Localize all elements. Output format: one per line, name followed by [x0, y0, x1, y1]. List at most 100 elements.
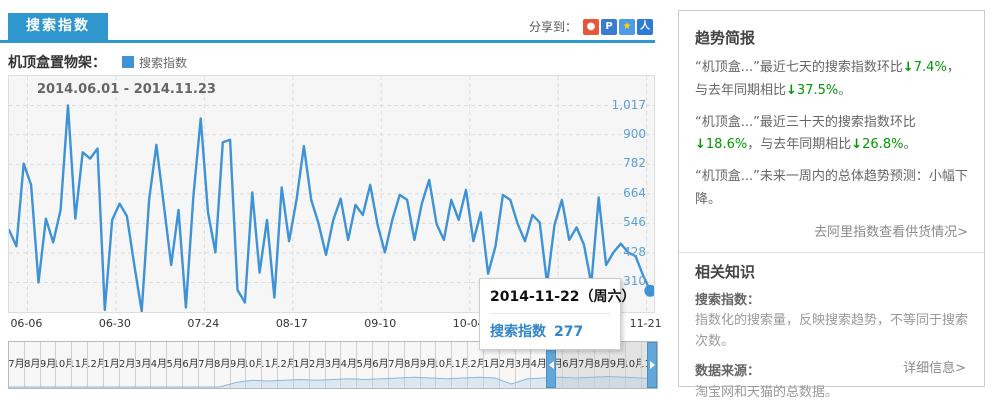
scrubber-right-handle[interactable]	[647, 342, 657, 388]
timeline-month-cell[interactable]: 3月	[326, 342, 342, 388]
search-index-panel: 搜索指数 分享到： ● P ★ 人 机顶盒置物架： 搜索指数 2014.06.01 -…	[0, 13, 662, 389]
timeline-month-cell[interactable]: 7月	[9, 342, 25, 388]
briefing-text: ，与去年同期相比	[747, 137, 852, 153]
timeline-month-cell[interactable]: 10月	[436, 342, 453, 388]
briefing-item-week: “机顶盒...”最近七天的搜索指数环比↓7.4%，与去年同期相比↓37.5%。	[695, 57, 968, 103]
knowledge-title: 相关知识	[695, 262, 756, 281]
timeline-month-cell[interactable]: 12月	[278, 342, 294, 388]
search-index-line	[9, 104, 652, 312]
date-range-label: 2014.06.01 - 2014.11.23	[37, 82, 216, 97]
timeline-month-cell[interactable]: 12月	[468, 342, 484, 388]
series-legend-label[interactable]: 搜索指数	[139, 55, 188, 70]
share-weibo-icon[interactable]: ●	[583, 18, 599, 35]
y-axis-label: 310	[623, 274, 646, 289]
ali-index-link[interactable]: 去阿里指数查看供货情况>	[814, 224, 968, 240]
timeline-month-cell[interactable]: 10月	[246, 342, 263, 388]
share-bar: 分享到： ● P ★ 人	[529, 18, 653, 35]
x-axis-label: 07-24	[187, 317, 220, 330]
timeline-month-cell[interactable]: 11月	[452, 342, 469, 388]
briefing-text: ，与去年同期相比	[695, 60, 960, 98]
chart-tooltip: 2014-11-22（周六） 搜索指数 277	[479, 278, 636, 350]
y-axis-label: 546	[623, 215, 646, 230]
right-arrow-icon	[649, 361, 655, 369]
down-arrow-icon: ↓	[695, 137, 706, 153]
timeline-month-cell[interactable]: 12月	[88, 342, 104, 388]
y-axis-label: 782	[623, 156, 646, 171]
timeline-month-cell[interactable]: 7月	[199, 342, 215, 388]
share-renren-icon[interactable]: 人	[637, 18, 653, 35]
percent-value: 26.8%	[862, 137, 904, 153]
share-qzone-icon[interactable]: ★	[619, 18, 635, 35]
timeline-month-cell[interactable]: 1月	[294, 342, 310, 388]
y-axis-label: 900	[623, 126, 646, 141]
timeline-month-cell[interactable]: 2月	[120, 342, 136, 388]
timeline-month-cell[interactable]: 2月	[310, 342, 326, 388]
briefing-text: “机顶盒...”最近三十天的搜索指数环比	[695, 114, 916, 130]
chart-plot-area[interactable]	[9, 76, 654, 312]
timeline-month-cell[interactable]: 7月	[579, 342, 595, 388]
share-label: 分享到：	[528, 20, 577, 34]
timeline-month-cell[interactable]: 6月	[563, 342, 579, 388]
x-axis-label: 06-06	[10, 317, 43, 330]
briefing-title: 趋势简报	[695, 29, 756, 47]
knowledge-definition: 淘宝网和天猫的总数据。	[695, 384, 839, 400]
share-icons: ● P ★ 人	[581, 18, 653, 35]
detail-info-link[interactable]: 详细信息>	[903, 361, 966, 376]
timeline-month-cell[interactable]: 1月	[104, 342, 120, 388]
percent-value: 7.4%	[913, 60, 947, 75]
y-axis-label: 428	[623, 244, 646, 259]
timeline-month-cell[interactable]: 10月	[56, 342, 73, 388]
timeline-month-cell[interactable]: 9月	[421, 342, 437, 388]
briefing-item-month: “机顶盒...”最近三十天的搜索指数环比↓18.6%，与去年同期相比↓26.8%…	[695, 112, 968, 158]
briefing-text: 。	[903, 137, 917, 153]
timeline-month-cell[interactable]: 5月	[357, 342, 374, 388]
timeline-month-cell[interactable]: 6月	[183, 342, 199, 388]
timeline-month-cell[interactable]: 2月	[500, 342, 516, 388]
tooltip-series-label: 搜索指数	[490, 324, 546, 340]
percent-value: 18.6%	[705, 137, 748, 153]
product-name: 机顶盒置物架：	[8, 55, 106, 71]
timeline-months: 7月8月9月10月11月12月1月2月3月4月5月6月7月8月9月10月11月1…	[9, 342, 657, 388]
timeline-month-cell[interactable]: 3月	[136, 342, 152, 388]
search-index-chart[interactable]: 2014.06.01 - 2014.11.23 2014-11-22（周六） 搜…	[8, 75, 655, 350]
timeline-month-cell[interactable]: 3月	[516, 342, 532, 388]
percent-value: 37.5%	[796, 82, 839, 98]
timeline-month-cell[interactable]: 9月	[41, 342, 57, 388]
briefing-forecast: “机顶盒...”未来一周内的总体趋势预测：小幅下降。	[695, 169, 968, 207]
tab-underline	[0, 40, 655, 43]
trend-sidebar: 趋势简报 “机顶盒...”最近七天的搜索指数环比↓7.4%，与去年同期相比↓37…	[678, 10, 985, 400]
timeline-month-cell[interactable]: 10月	[626, 342, 643, 388]
timeline-month-cell[interactable]: 6月	[373, 342, 389, 388]
timeline-month-cell[interactable]: 7月	[389, 342, 405, 388]
timeline-month-cell[interactable]: 8月	[25, 342, 41, 388]
timeline-month-cell[interactable]: 9月	[610, 342, 627, 388]
x-axis-label: 10-04	[452, 317, 485, 330]
series-color-swatch	[122, 56, 134, 68]
down-arrow-icon: ↓	[902, 60, 914, 75]
tooltip-value: 277	[554, 324, 584, 340]
timeline-month-cell[interactable]: 8月	[215, 342, 231, 388]
chart-legend-row: 机顶盒置物架： 搜索指数	[8, 52, 187, 72]
timeline-month-cell[interactable]: 8月	[405, 342, 421, 388]
share-pengyou-icon[interactable]: P	[601, 18, 617, 35]
tab-search-index[interactable]: 搜索指数	[8, 13, 108, 40]
timeline-month-cell[interactable]: 5月	[167, 342, 184, 388]
highlighted-data-point[interactable]	[644, 284, 654, 297]
briefing-text: 。	[838, 82, 852, 98]
y-axis-label: 664	[623, 185, 646, 200]
tooltip-date: 2014-11-22（周六）	[490, 286, 636, 314]
timeline-month-cell[interactable]: 11月	[72, 342, 89, 388]
knowledge-definition: 指数化的搜索量，反映搜索趋势，不等同于搜索次数。	[695, 313, 969, 350]
x-axis-label: 06-30	[98, 317, 131, 330]
timeline-month-cell[interactable]: 8月	[595, 342, 611, 388]
tooltip-value-row: 搜索指数 277	[490, 314, 610, 341]
x-axis-label: 08-17	[275, 317, 308, 330]
timeline-month-cell[interactable]: 11月	[262, 342, 279, 388]
x-axis-label: 11-21	[629, 317, 662, 330]
timeline-month-cell[interactable]: 4月	[151, 342, 168, 388]
knowledge-term: 搜索指数：	[695, 292, 761, 308]
timeline-month-cell[interactable]: 1月	[484, 342, 500, 388]
timeline-month-cell[interactable]: 9月	[231, 342, 247, 388]
timeline-month-cell[interactable]: 4月	[341, 342, 358, 388]
